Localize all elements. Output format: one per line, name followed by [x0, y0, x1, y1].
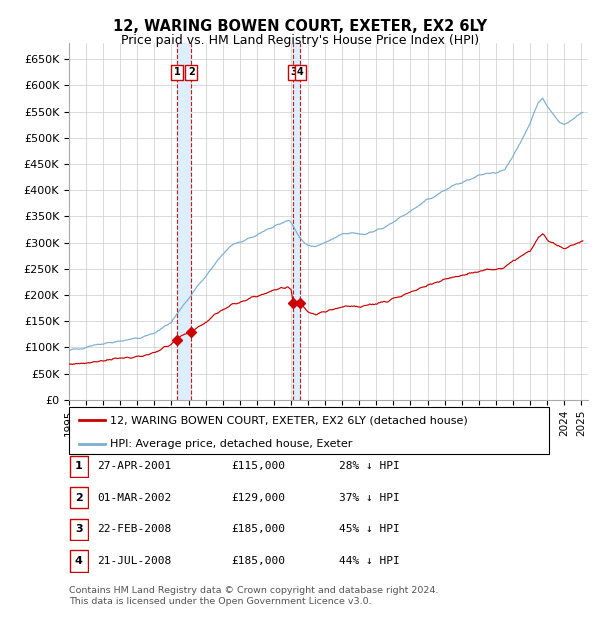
- Text: 2: 2: [188, 67, 194, 78]
- Text: 12, WARING BOWEN COURT, EXETER, EX2 6LY: 12, WARING BOWEN COURT, EXETER, EX2 6LY: [113, 19, 487, 33]
- FancyBboxPatch shape: [70, 519, 88, 540]
- Text: 1: 1: [173, 67, 180, 78]
- Text: This data is licensed under the Open Government Licence v3.0.: This data is licensed under the Open Gov…: [69, 597, 371, 606]
- FancyBboxPatch shape: [69, 407, 549, 454]
- Text: HPI: Average price, detached house, Exeter: HPI: Average price, detached house, Exet…: [110, 438, 352, 449]
- Text: 2: 2: [75, 493, 83, 503]
- Text: £185,000: £185,000: [231, 525, 285, 534]
- Text: 28% ↓ HPI: 28% ↓ HPI: [339, 461, 400, 471]
- Text: Contains HM Land Registry data © Crown copyright and database right 2024.: Contains HM Land Registry data © Crown c…: [69, 586, 439, 595]
- Text: 01-MAR-2002: 01-MAR-2002: [97, 493, 172, 503]
- Text: 3: 3: [75, 525, 83, 534]
- Text: £129,000: £129,000: [231, 493, 285, 503]
- FancyBboxPatch shape: [70, 487, 88, 508]
- Text: 37% ↓ HPI: 37% ↓ HPI: [339, 493, 400, 503]
- Bar: [293, 43, 301, 400]
- Text: 45% ↓ HPI: 45% ↓ HPI: [339, 525, 400, 534]
- Text: Price paid vs. HM Land Registry's House Price Index (HPI): Price paid vs. HM Land Registry's House …: [121, 35, 479, 47]
- Text: 12, WARING BOWEN COURT, EXETER, EX2 6LY (detached house): 12, WARING BOWEN COURT, EXETER, EX2 6LY …: [110, 415, 467, 425]
- Text: £185,000: £185,000: [231, 556, 285, 566]
- Text: 4: 4: [75, 556, 83, 566]
- Text: 4: 4: [297, 67, 304, 78]
- FancyBboxPatch shape: [70, 456, 88, 477]
- FancyBboxPatch shape: [70, 551, 88, 572]
- Text: £115,000: £115,000: [231, 461, 285, 471]
- Text: 21-JUL-2008: 21-JUL-2008: [97, 556, 172, 566]
- Text: 3: 3: [290, 67, 297, 78]
- Text: 27-APR-2001: 27-APR-2001: [97, 461, 172, 471]
- Bar: [177, 43, 191, 400]
- Text: 1: 1: [75, 461, 83, 471]
- Text: 22-FEB-2008: 22-FEB-2008: [97, 525, 172, 534]
- Text: 44% ↓ HPI: 44% ↓ HPI: [339, 556, 400, 566]
